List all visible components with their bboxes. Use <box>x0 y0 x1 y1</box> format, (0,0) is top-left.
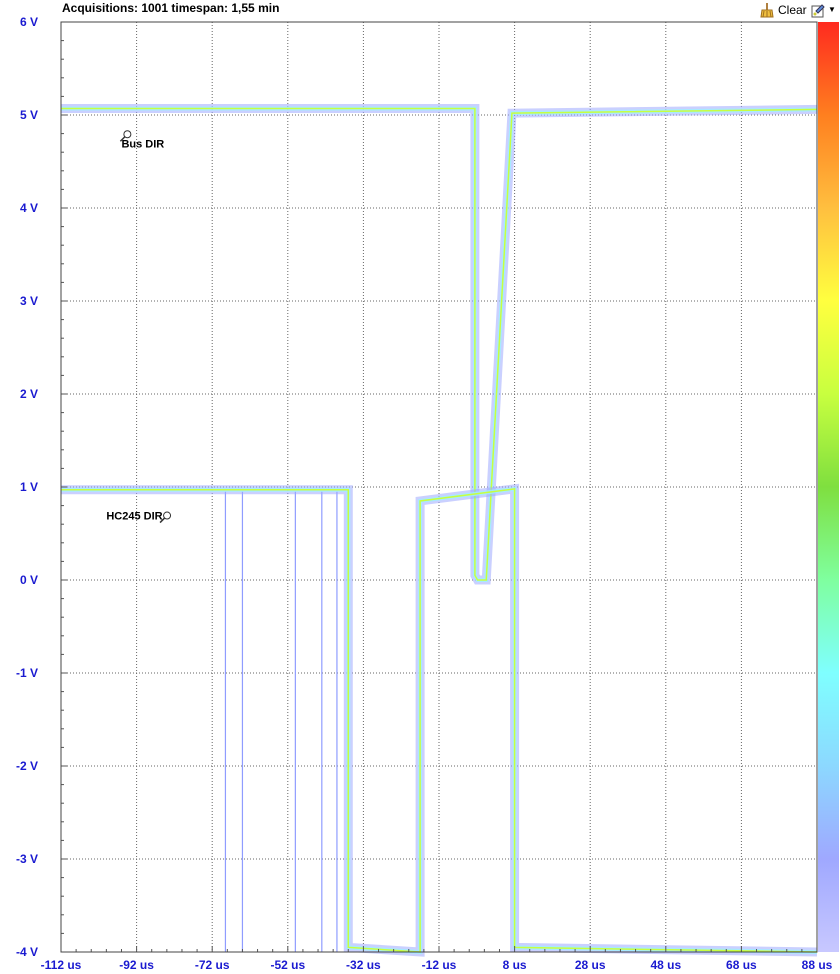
y-tick-label: -2 V <box>16 759 38 773</box>
x-tick-label: 48 us <box>650 958 681 972</box>
y-tick-label: 1 V <box>20 480 38 494</box>
x-tick-label: -112 us <box>41 958 82 972</box>
y-tick-label: -4 V <box>16 945 38 959</box>
y-tick-label: 2 V <box>20 387 38 401</box>
labels: -112 us -92 us -72 us -52 us -32 us -12 us 8 u… <box>16 15 833 972</box>
traces <box>61 103 818 957</box>
axes <box>60 21 818 953</box>
x-tick-label: 68 us <box>726 958 757 972</box>
toolbar: Acquisitions: 1001 timespan: 1,55 min Cl… <box>0 0 840 20</box>
settings-dropdown-icon <box>811 3 825 17</box>
broom-icon <box>760 2 774 17</box>
x-tick-label: -12 us <box>422 958 457 972</box>
y-tick-label: -3 V <box>16 852 38 866</box>
y-tick-label: 5 V <box>20 108 38 122</box>
color-scale-bar <box>818 22 839 952</box>
clear-label: Clear <box>778 2 807 17</box>
clear-button[interactable]: Clear <box>759 1 807 18</box>
annotation-label: Bus DIR <box>121 139 164 151</box>
pin-icon[interactable] <box>119 130 132 142</box>
x-tick-label: -52 us <box>270 958 305 972</box>
x-tick-label: 8 us <box>503 958 527 972</box>
x-tick-label: 28 us <box>575 958 606 972</box>
series-core-1 <box>61 488 818 953</box>
y-tick-label: 4 V <box>20 201 38 215</box>
grid <box>61 22 817 952</box>
series-core-0 <box>61 107 818 581</box>
settings-dropdown-button[interactable]: ▼ <box>811 1 836 18</box>
x-tick-label: -72 us <box>195 958 230 972</box>
chevron-down-icon: ▼ <box>828 5 836 14</box>
x-tick-label: 88 us <box>802 958 833 972</box>
y-tick-label: 6 V <box>20 15 38 29</box>
plot-frame <box>60 21 818 953</box>
annotation-label: HC245 DIR <box>106 511 162 523</box>
x-tick-label: -32 us <box>346 958 381 972</box>
y-tick-label: 0 V <box>20 573 38 587</box>
pin-icon[interactable] <box>159 511 172 524</box>
y-tick-label: -1 V <box>16 666 38 680</box>
x-tick-label: -92 us <box>119 958 154 972</box>
y-tick-label: 3 V <box>20 294 38 308</box>
acquisitions-label: Acquisitions: 1001 timespan: 1,55 min <box>62 1 280 15</box>
